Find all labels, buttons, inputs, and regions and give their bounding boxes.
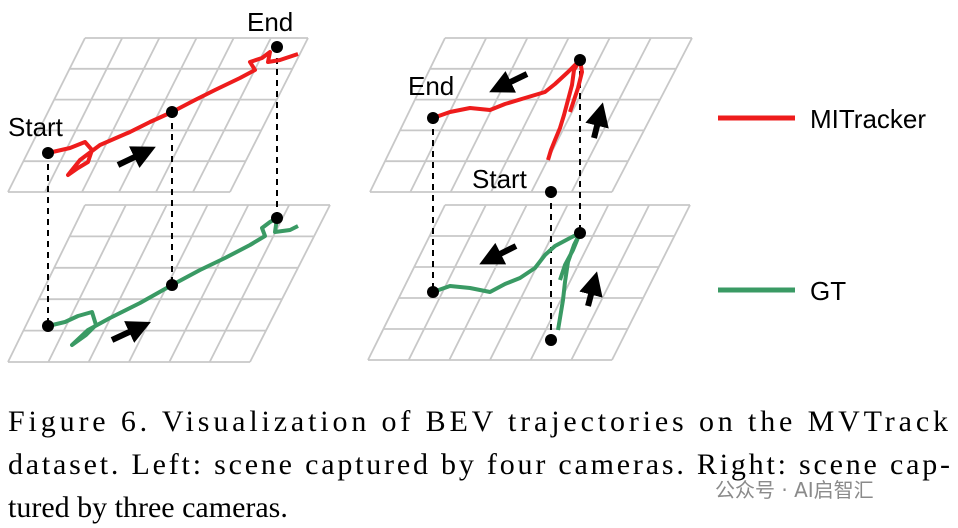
grid-line xyxy=(369,37,446,193)
mitracker-right xyxy=(432,58,584,161)
connectors xyxy=(47,47,581,340)
legend-label: GT xyxy=(810,276,846,306)
grid-line xyxy=(118,37,198,193)
grid-line xyxy=(407,204,487,361)
caption-line: tured by three cameras. xyxy=(8,491,288,524)
grid-line xyxy=(409,37,487,193)
grid-line xyxy=(449,37,529,193)
start-label: Start xyxy=(472,164,528,194)
points xyxy=(42,41,586,346)
grid-line xyxy=(489,204,569,361)
trajectories xyxy=(47,50,584,347)
mitracker-left xyxy=(47,50,299,177)
grid-line xyxy=(570,204,650,361)
grid-line xyxy=(155,37,235,193)
grid-line xyxy=(7,204,86,363)
grids xyxy=(7,37,693,363)
watermark: 公众号 · AI启智汇 xyxy=(715,478,874,502)
grid-line xyxy=(87,204,168,363)
legend: MITracker GT xyxy=(718,104,926,306)
grid-line xyxy=(490,37,570,193)
grid-line xyxy=(530,37,611,193)
grid-line xyxy=(249,204,331,363)
caption-line: dataset. Left: scene captured by four ca… xyxy=(8,448,950,481)
grid-line xyxy=(47,204,127,363)
grid-line xyxy=(192,37,272,193)
caption-line: Figure 6. Visualization of BEV trajector… xyxy=(8,405,948,438)
grid-line xyxy=(44,37,123,193)
end-label: End xyxy=(247,7,293,37)
arrows xyxy=(110,70,609,343)
grid-line xyxy=(570,37,652,193)
grid-line xyxy=(611,204,691,361)
grid-line xyxy=(448,204,528,361)
grid-line xyxy=(168,204,250,363)
legend-label: MITracker xyxy=(810,104,926,134)
grid-line xyxy=(229,37,309,193)
grid-line xyxy=(81,37,161,193)
grid-line xyxy=(7,37,86,193)
grid-line xyxy=(529,204,610,361)
start-label: Start xyxy=(8,112,64,142)
grid-line xyxy=(611,37,693,193)
gt-right xyxy=(432,231,582,331)
end-label: End xyxy=(408,71,454,101)
